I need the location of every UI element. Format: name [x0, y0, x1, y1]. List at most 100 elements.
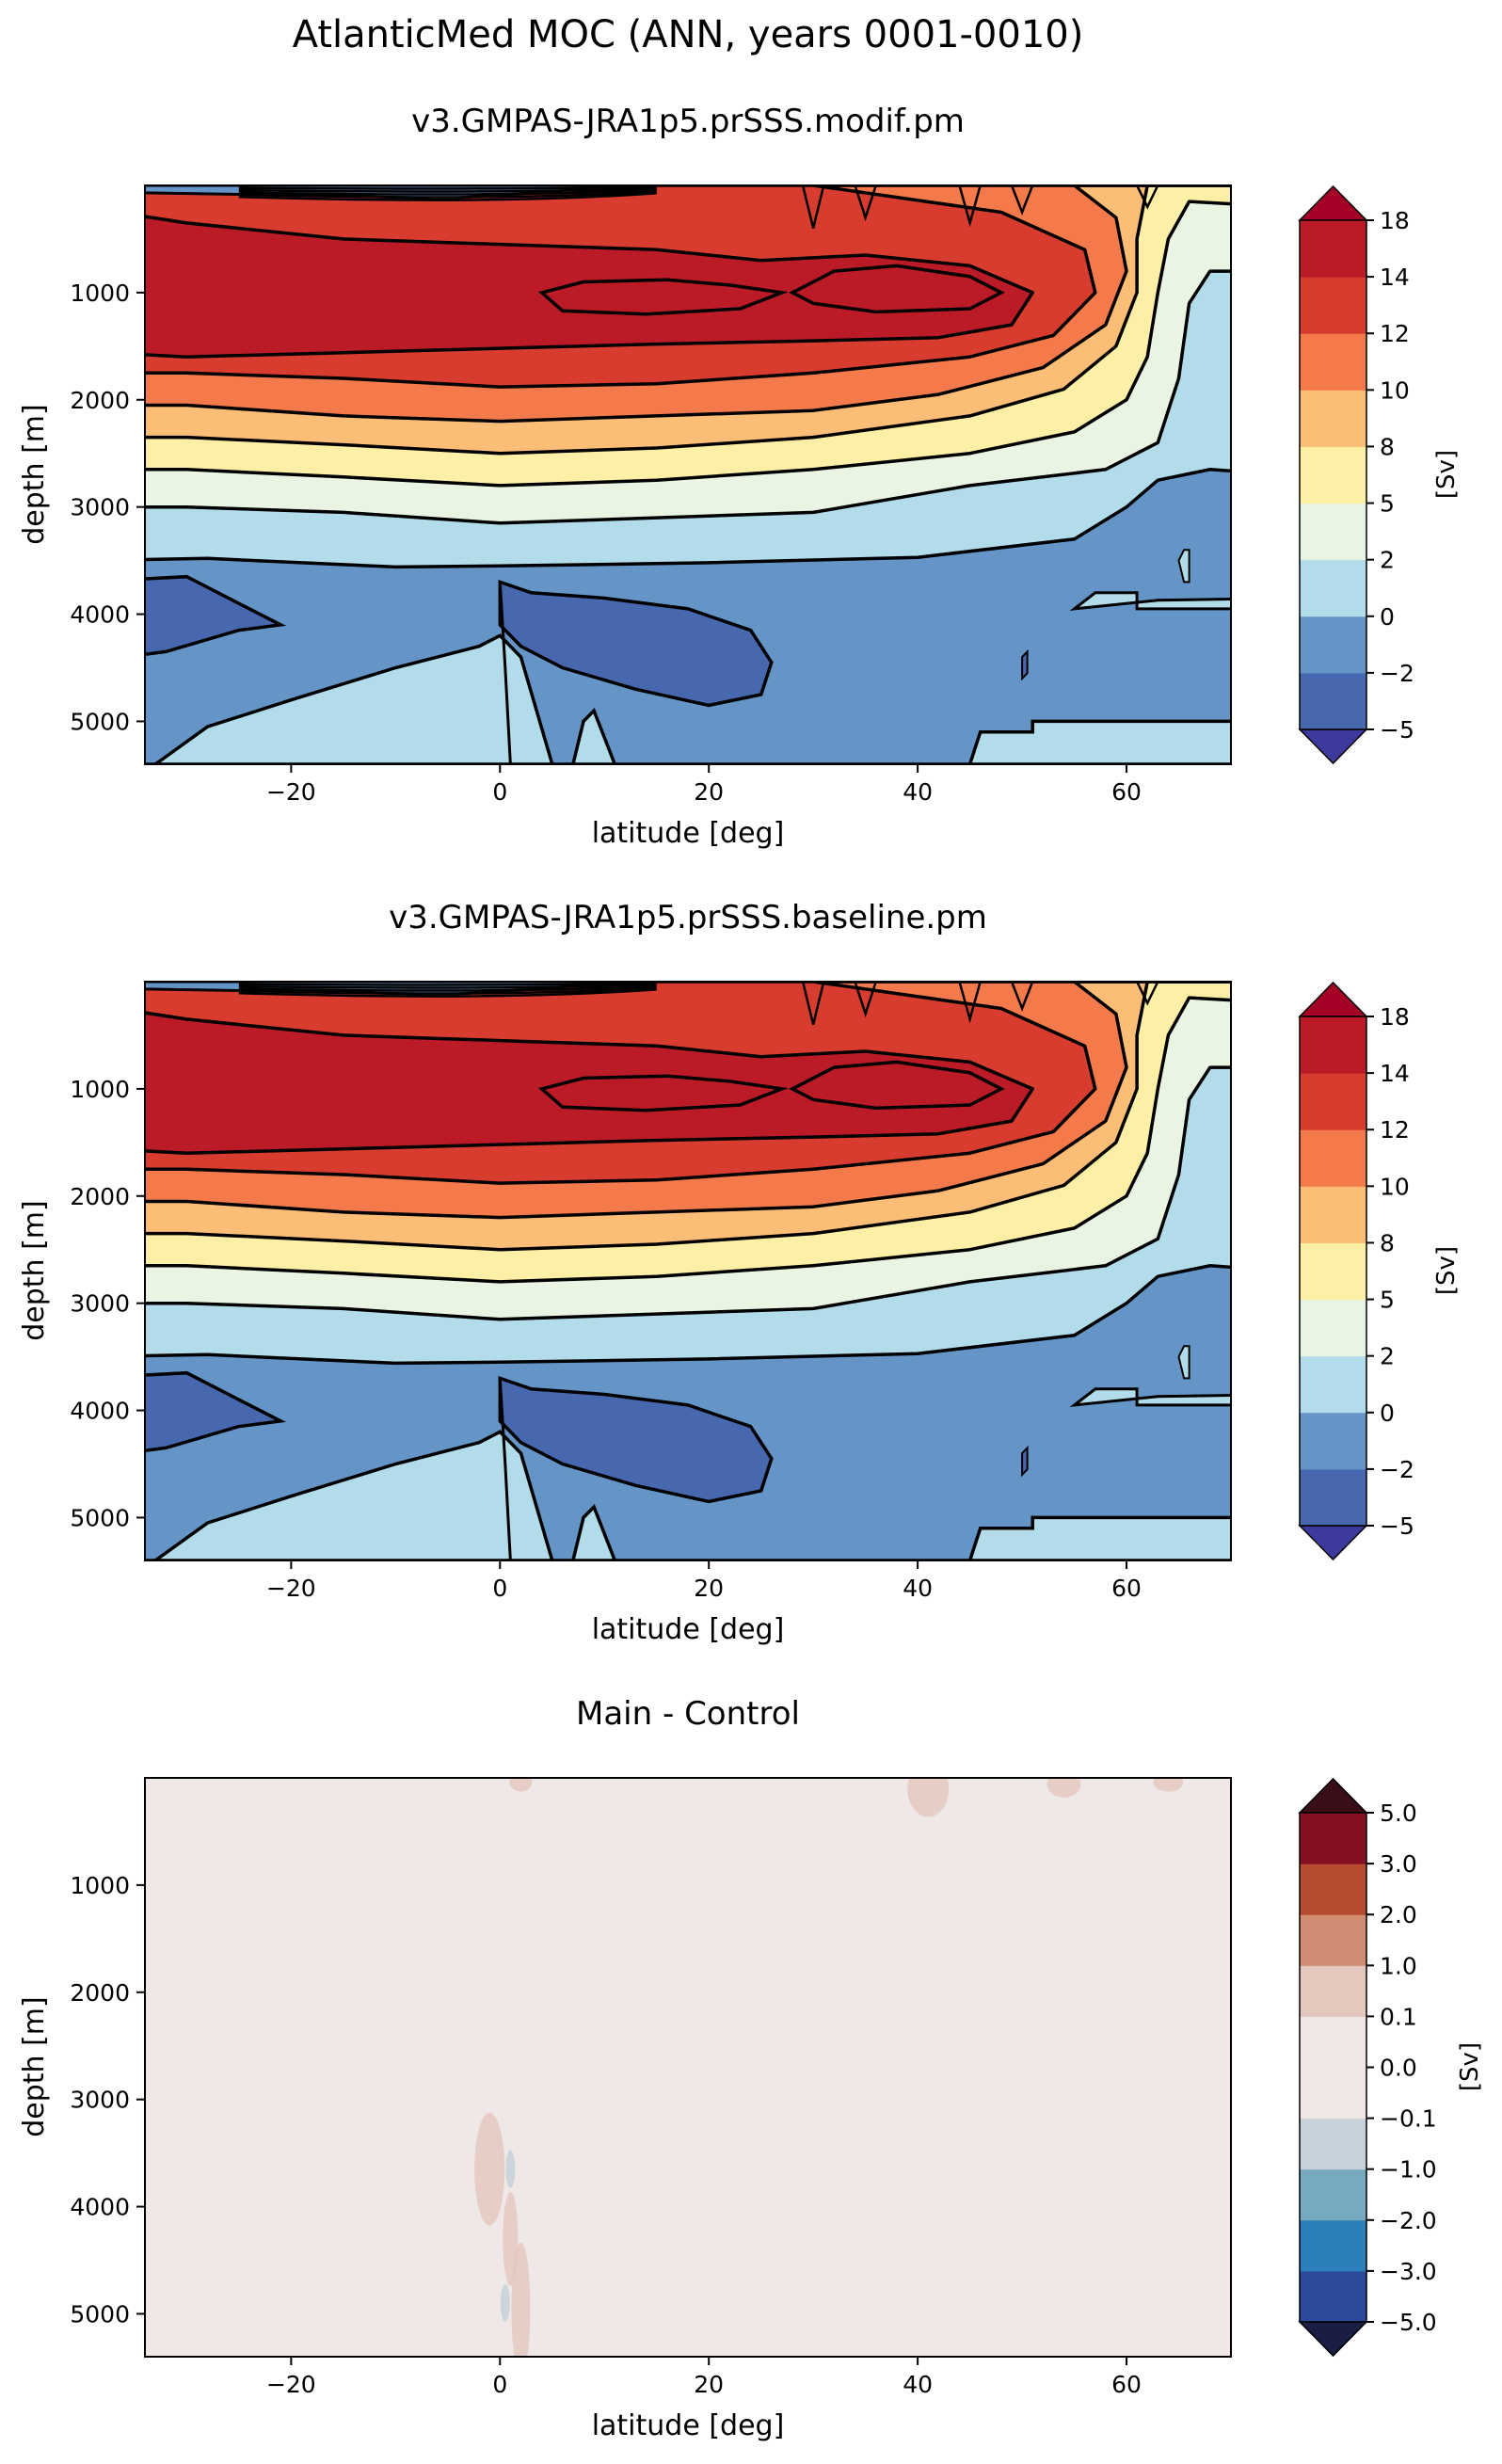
difference-patch-positive	[907, 1778, 950, 1817]
panel-difference: Main - Control −20 0 20 40 60 1000 2000 3000 40…	[18, 1695, 1484, 2442]
colorbar-tick-label: 18	[1380, 207, 1410, 234]
colorbar-segment	[1300, 1016, 1366, 1074]
y-tick-label: 4000	[70, 2194, 130, 2221]
contour-max-core-east	[789, 264, 1005, 314]
y-tick-label: 2000	[70, 1979, 130, 2007]
y-tick-label: 2000	[70, 1183, 130, 1210]
colorbar-tick-label: −2	[1380, 1456, 1414, 1483]
colorbar-segment	[1300, 2067, 1366, 2120]
difference-patch-positive	[474, 2112, 505, 2226]
panel-title: v3.GMPAS-JRA1p5.prSSS.baseline.pm	[389, 899, 987, 936]
difference-patch-positive	[511, 2242, 531, 2357]
surface-contour-line	[238, 982, 657, 986]
y-tick-label: 4000	[70, 1398, 130, 1425]
colorbar-segment	[1300, 1242, 1366, 1301]
contour-max-core-west	[538, 278, 789, 316]
contour-max-core-west	[538, 1074, 789, 1112]
colorbar-segment	[1300, 1355, 1366, 1414]
colorbar-segment	[1300, 1813, 1366, 1864]
y-axis-label: depth [m]	[18, 1200, 51, 1341]
colorbar-segment	[1300, 1186, 1366, 1243]
y-tick-label: 5000	[70, 1504, 130, 1531]
surface-contour-line	[1010, 185, 1034, 216]
x-axis-label: latitude [deg]	[592, 2409, 785, 2442]
surface-contour-line	[238, 188, 657, 196]
colorbar-tick-label: 10	[1380, 1173, 1410, 1200]
axes-frame	[144, 981, 1232, 1561]
surface-contour-line	[238, 190, 657, 199]
x-tick-label: 60	[1111, 1575, 1142, 1602]
colorbar-segment	[1300, 1965, 1366, 2017]
colorbar-segment	[1300, 2168, 1366, 2221]
colorbar-frame	[1299, 219, 1367, 730]
colorbar-tick-label: 5	[1380, 490, 1395, 518]
colorbar-tick-label: 1.0	[1380, 1952, 1417, 1979]
x-tick-label: 20	[694, 1575, 724, 1602]
colorbar-segment	[1300, 1299, 1366, 1357]
equator-contour-line	[498, 582, 512, 764]
panel-title: Main - Control	[576, 1695, 800, 1733]
colorbar-tick-label: 8	[1380, 1229, 1395, 1256]
y-tick-label: 3000	[70, 494, 130, 521]
colorbar-extend-max	[1298, 981, 1368, 1017]
colorbar-frame	[1299, 1016, 1367, 1527]
abyssal-wedge-small	[571, 1503, 617, 1560]
panel-title: v3.GMPAS-JRA1p5.prSSS.modif.pm	[411, 103, 965, 140]
panel-baseline: v3.GMPAS-JRA1p5.prSSS.baseline.pm −20 0 20…	[18, 899, 1461, 1646]
contour-island	[1069, 591, 1231, 611]
contour-band-below-neg-2-south	[145, 1370, 287, 1453]
contour-speck	[1177, 1345, 1190, 1380]
surface-contour-line	[854, 982, 877, 1018]
y-tick-label: 1000	[70, 280, 130, 307]
colorbar-tick-label: −5	[1380, 716, 1414, 744]
contour-max-core-east	[789, 1060, 1005, 1111]
abyssal-ne-patch	[967, 719, 1231, 764]
colorbar-label: [Sv]	[1432, 1246, 1461, 1295]
colorbar-segment	[1300, 333, 1366, 391]
x-tick-label: 40	[903, 778, 933, 806]
figure-suptitle: AtlanticMed MOC (ANN, years 0001-0010)	[293, 13, 1084, 56]
surface-contour-line	[238, 986, 657, 995]
x-tick-label: 60	[1111, 778, 1142, 806]
contour-plot-area	[145, 982, 1231, 1560]
surface-contour-line	[1136, 185, 1159, 210]
contour-speck	[1021, 1445, 1029, 1478]
colorbar-segment	[1300, 277, 1366, 334]
y-axis: 1000 2000 3000 4000 5000	[70, 280, 145, 735]
x-tick-label: 20	[694, 2371, 724, 2398]
y-axis: 1000 2000 3000 4000 5000	[70, 1872, 145, 2328]
x-tick-label: −20	[266, 2371, 316, 2398]
difference-patch-negative	[505, 2150, 516, 2188]
colorbar-tick-label: 0.0	[1380, 2055, 1417, 2082]
contour-band-below-neg-2-abyssal	[498, 579, 774, 708]
surface-contour-line	[238, 185, 657, 190]
colorbar-segment	[1300, 559, 1366, 617]
y-tick-label: 3000	[70, 1290, 130, 1318]
surface-contour-line	[1136, 982, 1159, 1006]
colorbar-segment	[1300, 1073, 1366, 1130]
colorbar-tick-label: −1.0	[1380, 2156, 1437, 2184]
difference-patch-positive	[1153, 1778, 1184, 1792]
y-tick-label: 1000	[70, 1872, 130, 1899]
contour-band-below-neg-2-south	[145, 574, 287, 657]
x-tick-label: 0	[492, 778, 507, 806]
y-axis-label: depth [m]	[18, 404, 51, 545]
colorbar-segment	[1300, 672, 1366, 730]
abyssal-wedge-small	[571, 707, 617, 764]
x-axis: −20 0 20 40 60	[266, 2357, 1142, 2398]
colorbar-extend-min	[1298, 728, 1368, 765]
surface-contour-line	[1010, 982, 1034, 1012]
x-tick-label: 0	[492, 1575, 507, 1602]
colorbar-tick-label: 0	[1380, 603, 1395, 631]
colorbar-segment	[1300, 616, 1366, 674]
y-tick-label: 5000	[70, 708, 130, 735]
surface-contour-line	[238, 984, 657, 992]
colorbar-tick-label: 10	[1380, 376, 1410, 404]
colorbar-tick-label: 14	[1380, 264, 1410, 291]
colorbar: −5.0 −3.0 −2.0 −1.0 −0.1 0.0 0.1 1.0 2.0 3.0 5.0	[1298, 1777, 1437, 2358]
colorbar-extend-min	[1298, 1525, 1368, 1561]
difference-background	[145, 1778, 1231, 2357]
surface-contour-line	[238, 987, 657, 998]
y-tick-label: 5000	[70, 2300, 130, 2328]
